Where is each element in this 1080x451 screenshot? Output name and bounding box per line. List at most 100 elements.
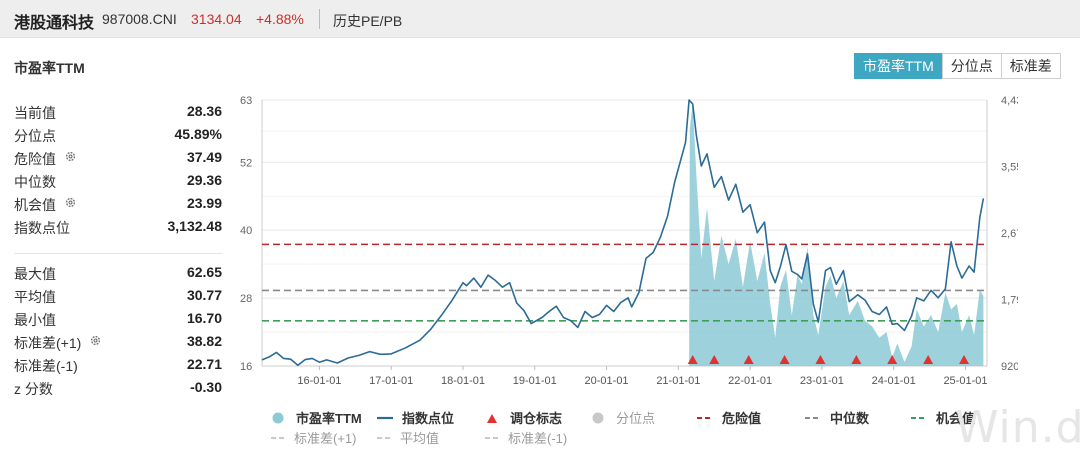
legend-item[interactable]: 调仓标志 xyxy=(484,408,562,427)
y-right-tick-label: 920 xyxy=(1001,361,1018,373)
gear-icon[interactable] xyxy=(64,196,77,209)
stat-value: 62.65 xyxy=(186,264,222,280)
header-divider xyxy=(319,9,320,29)
stat-row: 平均值 30.77 xyxy=(14,287,222,310)
stat-value: 38.82 xyxy=(186,333,222,349)
stats-panel: 当前值 28.36 分位点 45.89% 危险值 37.49 中位数 29.36 机会值 23.9… xyxy=(14,103,222,402)
stats-divider xyxy=(14,253,222,254)
x-tick-label: 25-01-01 xyxy=(943,375,987,387)
y-left-tick-label: 16 xyxy=(240,361,252,373)
legend-item[interactable]: 平均值 xyxy=(376,428,439,447)
stat-value: 3,132.48 xyxy=(167,218,223,234)
y-left-tick-label: 52 xyxy=(240,157,252,169)
stat-label: 危险值 xyxy=(14,151,56,167)
title-bar: 港股通科技 987008.CNI 3134.04 +4.88% 历史PE/PB xyxy=(0,0,1080,38)
y-left-tick-label: 28 xyxy=(240,293,252,305)
stat-label: 分位点 xyxy=(14,128,56,144)
legend-dash-icon xyxy=(485,436,501,439)
gear-icon[interactable] xyxy=(64,150,77,163)
stat-value: 45.89% xyxy=(174,126,222,142)
rebalance-marker xyxy=(709,355,720,364)
stat-row: 最大值 62.65 xyxy=(14,264,222,287)
rebalance-marker xyxy=(887,355,898,364)
stat-row: 标准差(-1) 22.71 xyxy=(14,356,222,379)
legend-label: 标准差(-1) xyxy=(508,431,568,446)
metric-tabs: 市盈率TTM 分位点 标准差 xyxy=(854,53,1061,79)
x-tick-label: 16-01-01 xyxy=(297,375,341,387)
x-tick-label: 23-01-01 xyxy=(800,375,844,387)
x-tick-label: 17-01-01 xyxy=(369,375,413,387)
x-tick-label: 19-01-01 xyxy=(513,375,557,387)
legend-dash-icon xyxy=(697,416,713,419)
y-right-tick-label: 4,432 xyxy=(1001,95,1018,107)
rebalance-marker xyxy=(779,355,790,364)
legend-item[interactable]: 市盈率TTM xyxy=(270,408,362,427)
stat-row: 分位点 45.89% xyxy=(14,126,222,149)
stat-value: 22.71 xyxy=(186,356,222,372)
stat-label: z 分数 xyxy=(14,381,53,397)
stat-row: 最小值 16.70 xyxy=(14,310,222,333)
stat-row: 机会值 23.99 xyxy=(14,195,222,218)
x-tick-label: 18-01-01 xyxy=(441,375,485,387)
legend-label: 市盈率TTM xyxy=(296,411,362,426)
tab-pe-ttm[interactable]: 市盈率TTM xyxy=(854,53,943,79)
legend-label: 指数点位 xyxy=(402,411,455,426)
stat-label: 当前值 xyxy=(14,105,56,121)
index-points-line xyxy=(261,99,985,366)
tab-std-dev[interactable]: 标准差 xyxy=(1000,53,1061,79)
rebalance-marker xyxy=(923,355,934,364)
legend-item[interactable]: 指数点位 xyxy=(376,408,454,427)
legend-item[interactable]: 中位数 xyxy=(804,408,869,427)
stat-label: 最小值 xyxy=(14,312,56,328)
legend-dot-icon xyxy=(272,412,284,423)
stat-row: z 分数 -0.30 xyxy=(14,379,222,402)
y-right-tick-label: 3,554 xyxy=(1001,162,1018,174)
gear-icon[interactable] xyxy=(89,334,102,347)
stat-label: 中位数 xyxy=(14,174,56,190)
tab-percentile[interactable]: 分位点 xyxy=(941,53,1002,79)
chart-legend: 市盈率TTM 指数点位 调仓标志 分位点 危险值 中位数 机会值标准差(+1) 平均值 标准差(… xyxy=(270,404,990,448)
legend-item[interactable]: 分位点 xyxy=(590,408,655,427)
legend-line-icon xyxy=(377,416,393,419)
stat-value: -0.30 xyxy=(190,379,222,395)
legend-item[interactable]: 标准差(-1) xyxy=(484,428,567,447)
stat-row: 当前值 28.36 xyxy=(14,103,222,126)
stats-group-summary: 最大值 62.65 平均值 30.77 最小值 16.70 标准差(+1) 38.82 标准差(… xyxy=(14,264,222,402)
stat-value: 28.36 xyxy=(186,103,222,119)
stat-row: 指数点位 3,132.48 xyxy=(14,218,222,241)
wind-watermark: Win.d xyxy=(955,402,1080,451)
y-right-tick-label: 2,676 xyxy=(1001,228,1018,240)
legend-label: 调仓标志 xyxy=(510,411,563,426)
rebalance-marker xyxy=(743,355,754,364)
rebalance-marker xyxy=(815,355,826,364)
pe-ttm-area xyxy=(689,102,984,366)
stat-label: 标准差(+1) xyxy=(14,335,82,351)
stat-label: 标准差(-1) xyxy=(14,358,78,374)
x-tick-label: 21-01-01 xyxy=(656,375,700,387)
stat-value: 30.77 xyxy=(186,287,222,303)
stat-label: 机会值 xyxy=(14,197,56,213)
rebalance-marker xyxy=(687,355,698,364)
legend-triangle-icon xyxy=(487,413,497,423)
legend-dot-icon xyxy=(592,412,604,423)
legend-item[interactable]: 危险值 xyxy=(696,408,761,427)
stat-row: 危险值 37.49 xyxy=(14,149,222,172)
x-tick-label: 24-01-01 xyxy=(872,375,916,387)
y-right-tick-label: 1,798 xyxy=(1001,295,1018,307)
pe-chart: 16 28 40 52 63 920 1,798 2,676 3,554 4,432 16-01-0… xyxy=(240,95,1018,387)
index-price: 3134.04 xyxy=(191,11,242,27)
legend-item[interactable]: 标准差(+1) xyxy=(270,428,356,447)
stat-value: 23.99 xyxy=(186,195,222,211)
stats-group-current: 当前值 28.36 分位点 45.89% 危险值 37.49 中位数 29.36 机会值 23.9… xyxy=(14,103,222,241)
x-tick-label: 22-01-01 xyxy=(728,375,772,387)
stat-value: 29.36 xyxy=(186,172,222,188)
history-pe-pb-link[interactable]: 历史PE/PB xyxy=(333,13,403,29)
section-title: 市盈率TTM xyxy=(14,60,85,76)
stat-row: 中位数 29.36 xyxy=(14,172,222,195)
legend-item[interactable]: 机会值 xyxy=(910,408,975,427)
legend-dash-icon xyxy=(377,436,393,439)
legend-label: 分位点 xyxy=(616,411,656,426)
stat-label: 指数点位 xyxy=(14,220,70,236)
y-left-tick-label: 63 xyxy=(240,95,252,107)
legend-dash-icon xyxy=(805,416,821,419)
